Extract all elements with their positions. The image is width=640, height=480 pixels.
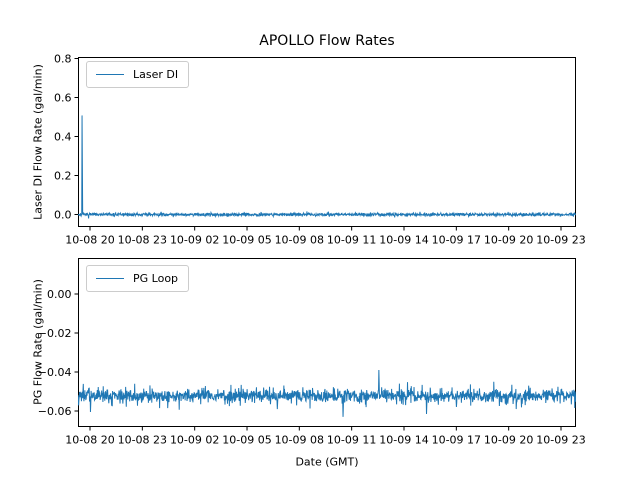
svg-text:10-09 11: 10-09 11	[327, 434, 376, 447]
svg-text:0.2: 0.2	[54, 169, 72, 182]
svg-text:10-09 05: 10-09 05	[222, 434, 271, 447]
svg-text:−0.04: −0.04	[38, 366, 72, 379]
svg-text:−0.02: −0.02	[38, 327, 72, 340]
svg-text:10-09 11: 10-09 11	[327, 234, 376, 247]
svg-text:10-08 20: 10-08 20	[65, 434, 114, 447]
svg-text:10-09 14: 10-09 14	[379, 234, 428, 247]
svg-text:0.4: 0.4	[54, 130, 72, 143]
svg-text:10-08 23: 10-08 23	[118, 434, 167, 447]
legend-pg-loop: PG Loop	[86, 265, 190, 292]
svg-text:10-09 23: 10-09 23	[536, 434, 585, 447]
legend-label: PG Loop	[133, 272, 179, 285]
legend-label: Laser DI	[133, 68, 179, 81]
svg-text:10-09 17: 10-09 17	[432, 234, 481, 247]
svg-text:10-09 08: 10-09 08	[275, 234, 324, 247]
svg-text:0.6: 0.6	[54, 91, 72, 104]
svg-text:0.0: 0.0	[54, 208, 72, 221]
legend-line-icon	[96, 278, 124, 279]
svg-text:10-08 20: 10-08 20	[65, 234, 114, 247]
svg-text:10-09 02: 10-09 02	[170, 434, 219, 447]
xlabel-date-gmt: Date (GMT)	[295, 455, 359, 469]
svg-text:−0.06: −0.06	[38, 405, 72, 418]
svg-text:10-09 17: 10-09 17	[432, 434, 481, 447]
svg-text:10-09 20: 10-09 20	[484, 434, 533, 447]
svg-text:10-09 23: 10-09 23	[536, 234, 585, 247]
legend-laser-di: Laser DI	[86, 61, 190, 88]
ylabel-pg: PG Flow Rate (gal/min)	[31, 279, 45, 405]
svg-text:0.00: 0.00	[47, 288, 72, 301]
svg-text:10-09 05: 10-09 05	[222, 234, 271, 247]
svg-text:10-08 23: 10-08 23	[118, 234, 167, 247]
legend-line-icon	[96, 74, 124, 75]
svg-text:10-09 02: 10-09 02	[170, 234, 219, 247]
svg-text:0.8: 0.8	[54, 52, 72, 65]
svg-text:10-09 08: 10-09 08	[275, 434, 324, 447]
svg-text:10-09 14: 10-09 14	[379, 434, 428, 447]
chart-title: APOLLO Flow Rates	[259, 33, 395, 49]
ylabel-laser-di: Laser DI Flow Rate (gal/min)	[31, 64, 45, 220]
svg-text:10-09 20: 10-09 20	[484, 234, 533, 247]
